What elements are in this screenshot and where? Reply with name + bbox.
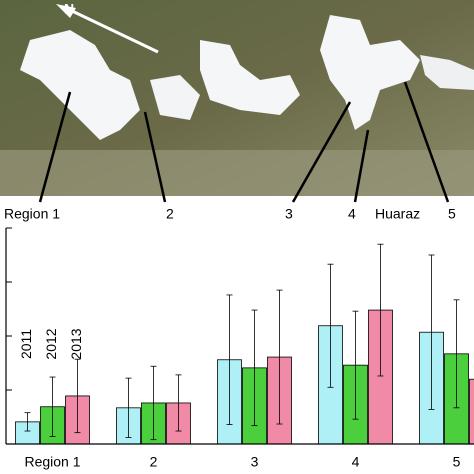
- north-label: N: [64, 1, 74, 17]
- x-tick-label: 2: [150, 454, 158, 470]
- bar: [469, 378, 474, 445]
- x-tick-label: 5: [453, 454, 461, 470]
- town-label: Huaraz: [375, 206, 420, 222]
- x-tick-label: 3: [251, 454, 259, 470]
- region-label: 2: [166, 206, 174, 222]
- region-label: Region 1: [4, 206, 60, 222]
- region-label: 5: [448, 206, 456, 222]
- bar-chart: Region 1 2 3 4 5 2011 2012 2013: [5, 227, 474, 470]
- legend-label: 2013: [68, 328, 84, 359]
- x-tick-label: 4: [352, 454, 360, 470]
- region-label: 4: [348, 206, 356, 222]
- legend-label: 2011: [18, 329, 34, 359]
- satellite-image: [0, 0, 474, 203]
- legend-label: 2012: [43, 328, 59, 359]
- region-label: 3: [285, 206, 293, 222]
- x-tick-label: Region 1: [24, 454, 80, 470]
